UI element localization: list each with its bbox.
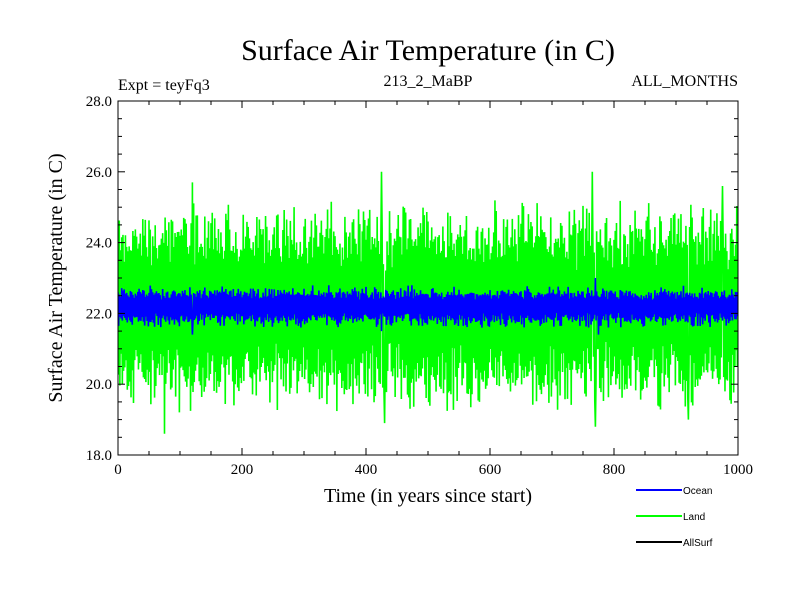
experiment-label: Expt = teyFq3: [118, 77, 210, 94]
x-tick-label: 600: [479, 462, 502, 478]
legend-label-allsurf: AllSurf: [683, 538, 713, 549]
ocean-series-line: [118, 277, 738, 335]
x-tick-label: 800: [603, 462, 626, 478]
x-axis-ticks: 0 200 400 600 800 1000: [114, 101, 753, 478]
plot-area: [117, 100, 739, 456]
x-tick-label: 200: [231, 462, 254, 478]
y-axis-ticks: 18.0 20.0 22.0 24.0 26.0 28.0: [86, 94, 738, 464]
y-axis-label: Surface Air Temperature (in C): [45, 153, 67, 402]
period-label: 213_2_MaBP: [384, 73, 473, 90]
y-tick-label: 18.0: [86, 448, 112, 464]
legend: Ocean Land AllSurf: [636, 486, 713, 549]
y-tick-label: 20.0: [86, 377, 112, 393]
legend-label-ocean: Ocean: [683, 486, 712, 497]
x-axis-label: Time (in years since start): [324, 485, 532, 507]
x-tick-label: 1000: [723, 462, 753, 478]
legend-label-land: Land: [683, 512, 705, 523]
series-layer: [118, 171, 738, 434]
y-tick-label: 26.0: [86, 165, 112, 181]
months-label: ALL_MONTHS: [631, 73, 738, 90]
chart-title: Surface Air Temperature (in C): [241, 34, 615, 67]
y-tick-label: 24.0: [86, 236, 112, 252]
x-tick-label: 0: [114, 462, 122, 478]
y-tick-label: 28.0: [86, 94, 112, 110]
x-tick-label: 400: [355, 462, 378, 478]
y-tick-label: 22.0: [86, 306, 112, 322]
